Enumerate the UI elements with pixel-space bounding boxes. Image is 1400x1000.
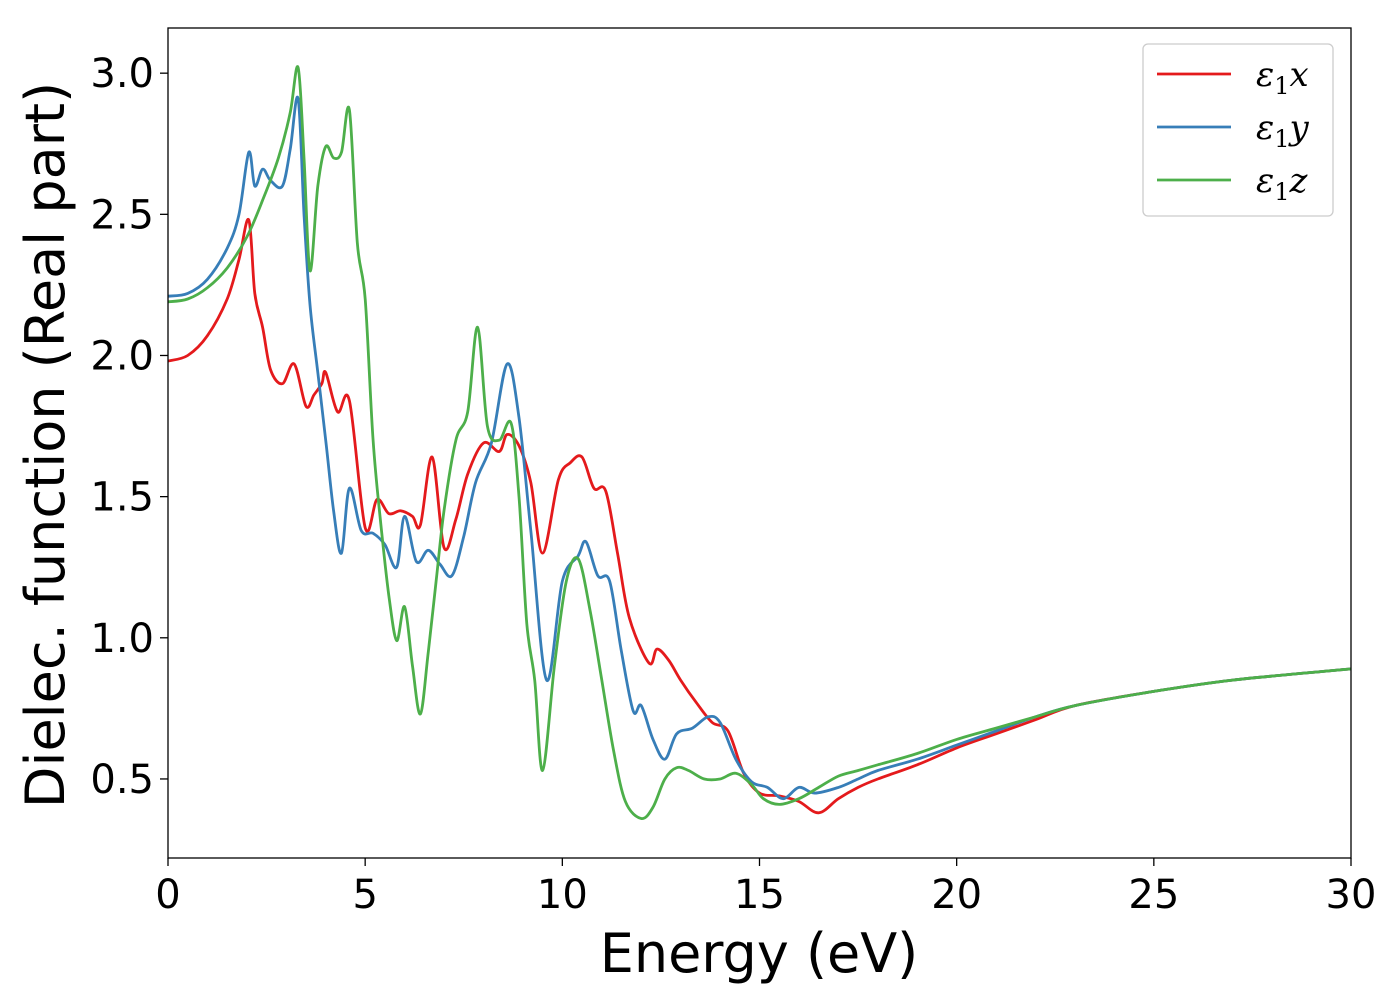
- x-axis-ticks: 0 5 10 15 20 25 30: [155, 858, 1376, 918]
- x-tick-label: 30: [1326, 872, 1377, 918]
- series-layer: [168, 65, 1351, 820]
- legend-box: [1142, 43, 1334, 217]
- y-tick-label: 3.0: [90, 51, 154, 97]
- series-line-y: [168, 95, 1351, 801]
- x-tick-label: 0: [155, 872, 180, 918]
- x-axis-label: Energy (eV): [600, 922, 919, 985]
- x-tick-label: 25: [1128, 872, 1179, 918]
- x-tick-label: 20: [931, 872, 982, 918]
- y-tick-label: 1.0: [90, 616, 154, 662]
- series-line-z: [168, 65, 1351, 820]
- x-tick-label: 10: [537, 872, 588, 918]
- y-axis-ticks: 0.5 1.0 1.5 2.0 2.5 3.0: [90, 51, 168, 803]
- y-tick-label: 2.5: [90, 192, 154, 238]
- x-tick-label: 15: [734, 872, 785, 918]
- legend-label-y: ε1y: [1256, 108, 1310, 153]
- legend-label-z: ε1z: [1256, 161, 1309, 206]
- legend: ε1x ε1y ε1z: [1142, 43, 1334, 217]
- y-tick-label: 0.5: [90, 757, 154, 803]
- y-tick-label: 1.5: [90, 475, 154, 521]
- series-line-x: [168, 218, 1351, 815]
- y-tick-label: 2.0: [90, 333, 154, 379]
- y-axis-label: Dielec. function (Real part): [14, 82, 77, 808]
- legend-label-x: ε1x: [1256, 55, 1309, 100]
- x-tick-label: 5: [352, 872, 377, 918]
